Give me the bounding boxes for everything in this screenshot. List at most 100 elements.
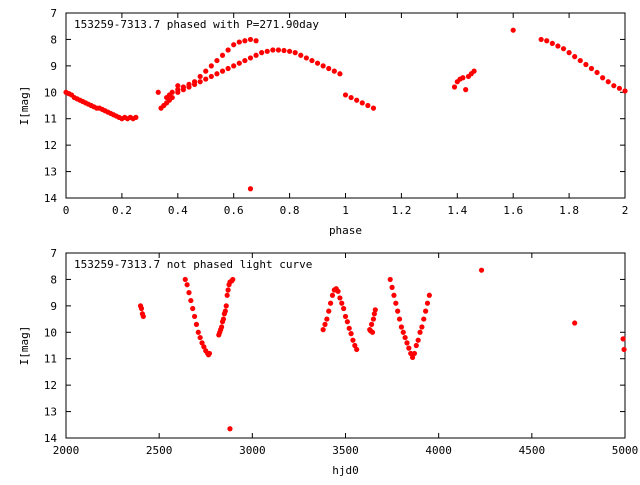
data-point	[337, 295, 343, 301]
data-point	[413, 342, 419, 349]
data-point	[463, 87, 469, 93]
data-point	[324, 316, 330, 322]
data-point	[197, 79, 203, 85]
data-point	[335, 288, 341, 294]
y-tick-label: 7	[50, 7, 57, 20]
x-tick-label: 0.6	[224, 204, 244, 217]
data-point	[206, 350, 213, 357]
y-tick-label: 10	[44, 86, 57, 99]
x-tick-label: 0.2	[112, 204, 132, 217]
x-tick-label: 1.2	[391, 204, 411, 217]
unphased-light-curve-panel: 2000 2500 3000 3500 4000 4500 5000 7 8 9 10 11 12 13 1…	[18, 247, 638, 477]
data-point	[594, 69, 600, 76]
data-point	[220, 316, 227, 322]
data-point	[287, 48, 293, 54]
x-tick-label: 1.8	[559, 204, 579, 217]
data-point	[478, 267, 485, 273]
y-tick-label: 13	[44, 166, 57, 179]
data-point	[191, 79, 198, 85]
chart-title: 153259-7313.7 phased with P=271.90day	[74, 18, 319, 31]
data-point	[140, 313, 146, 320]
data-point	[214, 57, 220, 64]
data-point	[298, 52, 304, 58]
data-point	[225, 47, 231, 53]
data-point	[175, 83, 181, 89]
y-tick-label: 11	[44, 113, 57, 126]
data-point	[292, 50, 298, 56]
data-point	[186, 81, 192, 87]
x-tick-label: 3500	[332, 444, 359, 457]
data-point	[400, 329, 406, 335]
data-point	[326, 65, 332, 72]
data-point	[242, 38, 248, 44]
y-tick-label: 8	[50, 33, 57, 46]
data-point	[180, 84, 186, 90]
y-tick-label: 14	[44, 192, 58, 205]
data-point	[322, 321, 328, 327]
data-point	[350, 337, 356, 343]
x-tick-label: 2000	[53, 444, 80, 457]
data-point	[549, 40, 555, 46]
data-point	[320, 327, 326, 333]
data-point	[365, 102, 371, 109]
data-point	[346, 325, 352, 331]
data-point	[369, 329, 376, 335]
data-point	[247, 186, 254, 192]
data-point	[236, 60, 242, 66]
data-point	[611, 83, 617, 89]
data-point	[398, 324, 404, 330]
y-tick-label: 12	[44, 139, 57, 152]
data-point	[231, 63, 237, 69]
data-point	[327, 300, 334, 306]
data-point	[184, 282, 190, 288]
data-point	[281, 47, 287, 54]
data-point	[577, 57, 583, 64]
data-point	[203, 68, 209, 74]
data-point	[219, 52, 226, 58]
data-point	[169, 89, 175, 95]
data-point	[331, 68, 337, 74]
data-point	[218, 324, 225, 330]
data-point	[155, 89, 161, 95]
data-point	[371, 311, 377, 317]
data-point	[620, 336, 626, 342]
x-tick-label: 5000	[612, 444, 639, 457]
data-point	[393, 300, 399, 306]
y-tick-label: 8	[50, 273, 57, 286]
data-point	[368, 321, 375, 327]
data-point	[352, 342, 358, 349]
data-point	[370, 316, 377, 322]
data-point	[622, 88, 628, 94]
data-point	[208, 73, 214, 80]
data-point	[133, 114, 139, 120]
data-point	[197, 334, 203, 341]
data-point	[387, 276, 393, 283]
data-point	[566, 50, 572, 56]
data-point	[138, 305, 145, 312]
data-point	[242, 57, 248, 64]
x-tick-label: 0.8	[280, 204, 300, 217]
data-point	[199, 340, 205, 346]
chart-title: 153259-7313.7 not phased light curve	[74, 258, 312, 271]
data-point	[404, 340, 410, 346]
data-point	[225, 287, 231, 293]
data-point	[370, 105, 377, 111]
data-point	[337, 71, 343, 77]
data-point	[616, 85, 623, 91]
data-point	[326, 308, 332, 314]
data-point	[231, 42, 237, 48]
data-point	[186, 290, 192, 296]
data-point	[227, 426, 233, 432]
data-point	[208, 63, 214, 69]
x-axis-label: hjd0	[332, 464, 359, 477]
data-point	[359, 100, 365, 106]
data-point	[247, 36, 254, 43]
data-point	[182, 276, 188, 283]
data-point	[190, 305, 196, 312]
y-tick-label: 12	[44, 379, 57, 392]
data-point	[572, 320, 578, 326]
x-tick-label: 0	[63, 204, 70, 217]
plot-frame	[65, 252, 626, 439]
data-point	[309, 57, 315, 64]
y-tick-label: 9	[50, 60, 57, 73]
